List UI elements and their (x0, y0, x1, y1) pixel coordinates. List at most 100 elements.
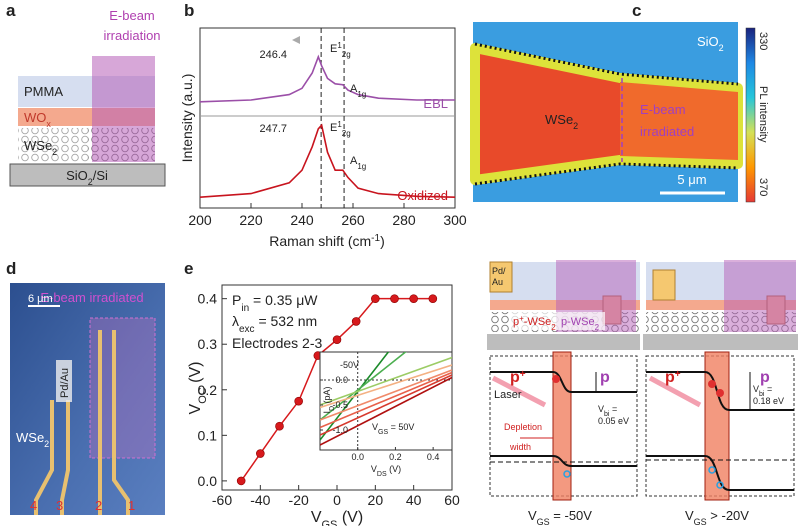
label-part: WSe (24, 138, 52, 153)
x-tick-label: 0.4 (427, 452, 440, 462)
label: WSe2 (16, 430, 49, 449)
shape (510, 312, 605, 330)
x-tick-label: 240 (290, 212, 314, 228)
label-part: -WSe (524, 316, 552, 328)
shape (552, 351, 572, 501)
label: VGS (V) (311, 509, 363, 526)
plot-frame (199, 27, 456, 209)
series-line (320, 352, 407, 421)
series-line (320, 374, 452, 436)
label: p+ (665, 369, 681, 387)
label: p (760, 369, 770, 386)
panel-c: WSe2 E-beam irradiated SiO2 5 μm 330 370… (470, 22, 769, 203)
label: width (509, 442, 531, 452)
y-tick-label: 0.1 (198, 427, 218, 443)
label: E12g (330, 120, 351, 138)
label: A1g (350, 83, 366, 99)
colorbar-label: PL intensity (757, 86, 769, 143)
label: Pd/Au (59, 368, 71, 398)
series-line (320, 356, 452, 406)
shape (646, 455, 794, 491)
shape (716, 389, 724, 397)
y-tick-label: 0.4 (198, 291, 218, 307)
label-part: OC (197, 387, 209, 404)
label-part: x (46, 119, 51, 129)
label-box (56, 360, 72, 402)
label-part: GS (694, 517, 707, 526)
label-part: (V) (337, 509, 363, 526)
label-part: V (753, 384, 759, 394)
panel-label: c (632, 1, 641, 20)
label-part: V (311, 509, 322, 526)
substrate (9, 163, 166, 187)
shape (708, 466, 716, 474)
label: WOx (24, 110, 51, 129)
label: WSe2 (545, 112, 578, 131)
shape (490, 455, 637, 467)
annotation: EBL (423, 96, 448, 111)
label-part: in (241, 303, 249, 314)
label-part: 1 (337, 41, 342, 50)
label-part: 2 (44, 439, 49, 449)
y-tick-label: -1.0 (332, 425, 348, 435)
x-tick-label: -20 (289, 492, 309, 508)
label: p+-WSe2 (513, 314, 556, 332)
label-part: A (350, 155, 358, 167)
label: -50V (340, 360, 359, 370)
band-left (489, 351, 638, 501)
shape (563, 470, 571, 478)
shape (490, 371, 637, 393)
label-part: 2 (719, 43, 724, 53)
label-part: λ (232, 313, 239, 329)
label-part: = (764, 384, 772, 394)
shape (648, 375, 702, 408)
label-part: -50V (340, 360, 359, 370)
x-tick-label: 60 (444, 492, 460, 508)
label-part: + (519, 314, 524, 323)
label: E-beam irradiated (40, 290, 143, 305)
colorbar-tick-label: 330 (757, 32, 769, 50)
label-part: 1g (357, 162, 366, 171)
label-part: DS (377, 471, 387, 478)
point (256, 449, 265, 458)
series-line (320, 369, 452, 421)
label-part: 2 (88, 177, 93, 187)
band-right (645, 351, 795, 501)
label: PMMA (24, 84, 63, 99)
label-part: (V) (187, 362, 204, 388)
label-part: WSe (16, 430, 44, 445)
label-part: > -20V (707, 508, 750, 523)
label: E-beam (109, 8, 155, 23)
label-part: 2 (573, 121, 578, 131)
label: λexc = 532 nm (232, 313, 317, 335)
label-part: V (187, 403, 204, 414)
label: Pin = 0.35 μW (232, 292, 318, 314)
annotation: Oxidized (397, 188, 448, 203)
label-part: 2 (52, 147, 57, 157)
label: VGS > -20V (685, 508, 749, 526)
electrodes (34, 330, 130, 515)
x-tick-label: -40 (250, 492, 270, 508)
shape (60, 400, 70, 515)
y-tick-label: -0.5 (332, 400, 348, 410)
label: VGS = 50V (372, 422, 414, 436)
device-left (487, 260, 640, 350)
panel-label: b (184, 1, 194, 20)
label: Electrodes 2-3 (232, 335, 322, 351)
shape (643, 334, 798, 350)
x-tick-label: 200 (188, 212, 212, 228)
label-part: V (372, 422, 378, 432)
label-part: = (609, 404, 617, 414)
colorbar (745, 27, 756, 203)
panel-d: E-beam irradiated 6 μm Pd/Au WSe2 4 3 2 … (10, 283, 165, 515)
label: WSe2 (24, 138, 57, 157)
shape (552, 375, 560, 383)
x-tick-label: 0 (333, 492, 341, 508)
panel-a: E-beam irradiation PMMA WOx WSe2 SiO2/Si (9, 8, 166, 187)
label-part: bi (604, 411, 610, 418)
label-part: bi (759, 391, 765, 398)
point (332, 335, 342, 344)
label-part: V (528, 508, 537, 523)
